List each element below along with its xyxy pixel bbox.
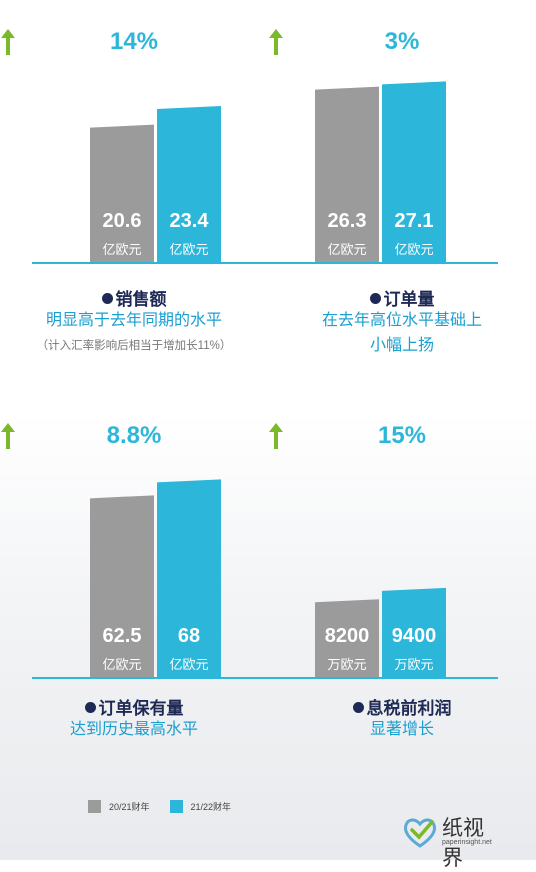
bar-unit-label: 亿欧元 [102, 242, 142, 257]
growth-indicator: 15% [268, 422, 536, 450]
bar-21/22财年 [157, 106, 221, 262]
metric-description: 达到历史最高水平 [69, 721, 198, 738]
heart-check-logo-icon [404, 818, 436, 848]
bar-value-label: 26.3 [327, 210, 367, 232]
bullet-dot-icon [101, 293, 113, 304]
bar-unit-label: 亿欧元 [169, 242, 209, 257]
metric-title: 订单保有量 [0, 694, 268, 719]
bar-20/21财年 [90, 124, 154, 263]
bar-20/21财年 [90, 495, 154, 677]
growth-value: 14% [109, 28, 159, 55]
growth-indicator: 8.8% [0, 422, 268, 450]
bar-value-label: 20.6 [102, 210, 142, 232]
bar-chart [32, 479, 268, 679]
growth-value: 3% [384, 28, 420, 55]
legend-item: 21/22财年 [169, 800, 232, 813]
up-arrow-icon [269, 29, 283, 55]
bar-20/21财年 [315, 86, 379, 263]
bullet-dot-icon [84, 702, 96, 713]
metric-title: 息税前利润 [268, 694, 536, 719]
up-arrow-icon [1, 29, 15, 55]
growth-value: 8.8% [106, 422, 162, 449]
legend-label: 20/21财年 [109, 802, 150, 812]
bar-21/22财年 [382, 81, 446, 262]
up-arrow-icon [1, 423, 15, 449]
chart-panel-backlog: 8.8% 62.5 68 亿欧元 亿欧元 订单保有量 达到历史最高水平 [0, 410, 268, 810]
bar-chart [32, 106, 268, 264]
growth-indicator: 14% [0, 28, 268, 56]
chart-legend: 20/21财年 21/22财年 [88, 800, 251, 813]
bar-unit-label: 亿欧元 [394, 242, 434, 257]
bullet-dot-icon [352, 702, 364, 713]
up-arrow-icon [269, 423, 283, 449]
watermark-url: paperinsight.net [442, 839, 492, 846]
metric-description: 小幅上扬 [369, 337, 434, 354]
chart-panel-sales: 14% 20.6 23.4 亿欧元 亿欧元 销售额 明显高于去年同期的水平 （计… [0, 0, 268, 400]
bar-value-label: 62.5 [102, 625, 142, 647]
bar-value-label: 68 [177, 625, 201, 647]
metric-description: 显著增长 [369, 721, 434, 738]
bar-chart [268, 587, 498, 679]
growth-value: 15% [377, 422, 427, 449]
metric-title: 订单量 [268, 285, 536, 310]
chart-panel-ebit: 15% 8200 9400 万欧元 万欧元 息税前利润 显著增长 [268, 410, 536, 810]
metric-title: 销售额 [0, 285, 268, 310]
bar-value-label: 23.4 [169, 210, 209, 232]
metric-description: 在去年高位水平基础上 [321, 312, 482, 329]
bar-21/22财年 [382, 587, 446, 677]
bar-chart [268, 81, 498, 264]
watermark-logo: 纸视界 paperinsight.net [402, 812, 502, 870]
bar-unit-label: 亿欧元 [327, 242, 367, 257]
bar-unit-label: 亿欧元 [169, 657, 209, 672]
bar-value-label: 27.1 [394, 210, 434, 232]
metric-description: 明显高于去年同期的水平 [45, 312, 222, 329]
bar-unit-label: 万欧元 [394, 657, 434, 672]
metric-note: （计入汇率影响后相当于增加长11%） [36, 340, 232, 352]
growth-indicator: 3% [268, 28, 536, 56]
bar-value-label: 8200 [324, 625, 370, 647]
legend-item: 20/21财年 [88, 800, 150, 813]
legend-swatch [169, 800, 183, 813]
chart-panel-orders: 3% 26.3 27.1 亿欧元 亿欧元 订单量 在去年高位水平基础上 小幅上扬 [268, 0, 536, 400]
legend-swatch [88, 800, 101, 813]
bar-21/22财年 [157, 479, 221, 677]
bar-unit-label: 万欧元 [327, 657, 367, 672]
bullet-dot-icon [369, 293, 381, 304]
bar-unit-label: 亿欧元 [102, 657, 142, 672]
bar-value-label: 9400 [391, 625, 437, 647]
legend-label: 21/22财年 [190, 802, 232, 812]
bar-20/21财年 [315, 599, 379, 677]
